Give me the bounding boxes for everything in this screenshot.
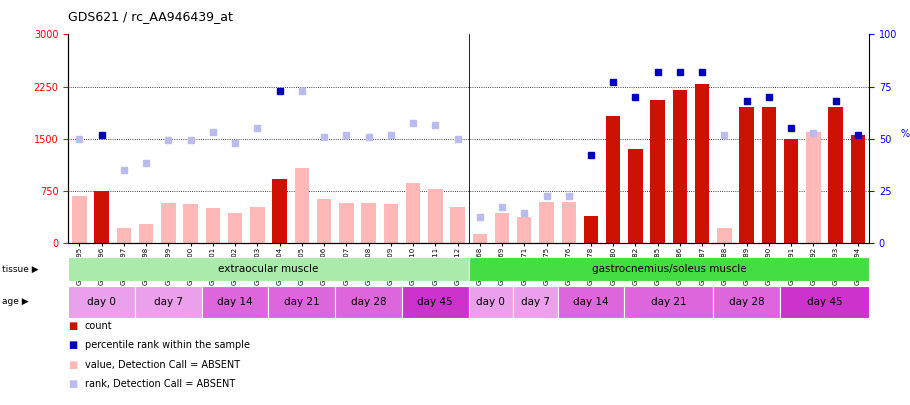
Y-axis label: %: % <box>901 129 910 139</box>
Text: day 28: day 28 <box>350 297 387 307</box>
Bar <box>695 85 710 243</box>
Text: day 21: day 21 <box>651 297 687 307</box>
Text: extraocular muscle: extraocular muscle <box>218 264 318 274</box>
Bar <box>828 107 843 243</box>
Bar <box>228 213 242 243</box>
Text: day 28: day 28 <box>729 297 764 307</box>
Bar <box>672 90 687 243</box>
Bar <box>139 224 153 243</box>
Bar <box>762 107 776 243</box>
Bar <box>558 286 624 318</box>
Bar <box>469 257 869 281</box>
Text: ■: ■ <box>68 321 77 331</box>
Bar <box>517 217 531 243</box>
Bar <box>717 228 732 243</box>
Bar <box>561 202 576 243</box>
Text: ■: ■ <box>68 360 77 370</box>
Text: gastrocnemius/soleus muscle: gastrocnemius/soleus muscle <box>592 264 746 274</box>
Text: day 0: day 0 <box>87 297 116 307</box>
Text: ■: ■ <box>68 379 77 389</box>
Bar <box>713 286 780 318</box>
Text: rank, Detection Call = ABSENT: rank, Detection Call = ABSENT <box>85 379 235 389</box>
Bar <box>495 213 510 243</box>
Bar <box>624 286 713 318</box>
Bar <box>206 208 220 243</box>
Text: GDS621 / rc_AA946439_at: GDS621 / rc_AA946439_at <box>68 10 233 23</box>
Bar <box>806 132 821 243</box>
Bar <box>628 149 642 243</box>
Bar <box>469 286 513 318</box>
Bar <box>116 228 131 243</box>
Text: day 14: day 14 <box>573 297 609 307</box>
Text: day 45: day 45 <box>807 297 843 307</box>
Bar <box>250 207 265 243</box>
Text: day 7: day 7 <box>154 297 183 307</box>
Bar <box>384 204 398 243</box>
Bar <box>95 191 109 243</box>
Text: day 45: day 45 <box>418 297 453 307</box>
Bar <box>361 203 376 243</box>
Bar <box>402 286 469 318</box>
Bar <box>317 198 331 243</box>
Bar <box>851 134 865 243</box>
Bar <box>584 216 598 243</box>
Bar <box>335 286 402 318</box>
Bar <box>428 190 442 243</box>
Bar <box>72 196 86 243</box>
Text: count: count <box>85 321 112 331</box>
Text: tissue ▶: tissue ▶ <box>2 265 38 274</box>
Bar <box>472 234 487 243</box>
Bar <box>268 286 335 318</box>
Bar <box>406 183 420 243</box>
Bar <box>513 286 558 318</box>
Bar <box>272 179 287 243</box>
Bar <box>450 207 465 243</box>
Bar <box>68 286 135 318</box>
Bar <box>784 139 798 243</box>
Bar <box>68 257 469 281</box>
Bar <box>184 204 197 243</box>
Text: day 14: day 14 <box>217 297 253 307</box>
Bar <box>651 100 665 243</box>
Bar <box>606 117 621 243</box>
Text: percentile rank within the sample: percentile rank within the sample <box>85 341 249 350</box>
Text: day 21: day 21 <box>284 297 319 307</box>
Text: ■: ■ <box>68 341 77 350</box>
Bar <box>339 203 353 243</box>
Text: day 0: day 0 <box>477 297 505 307</box>
Bar <box>780 286 869 318</box>
Bar <box>540 202 553 243</box>
Bar <box>295 168 309 243</box>
Bar <box>740 107 753 243</box>
Text: age ▶: age ▶ <box>2 297 28 306</box>
Bar <box>161 202 176 243</box>
Text: value, Detection Call = ABSENT: value, Detection Call = ABSENT <box>85 360 239 370</box>
Bar <box>202 286 268 318</box>
Text: day 7: day 7 <box>521 297 550 307</box>
Bar <box>135 286 202 318</box>
